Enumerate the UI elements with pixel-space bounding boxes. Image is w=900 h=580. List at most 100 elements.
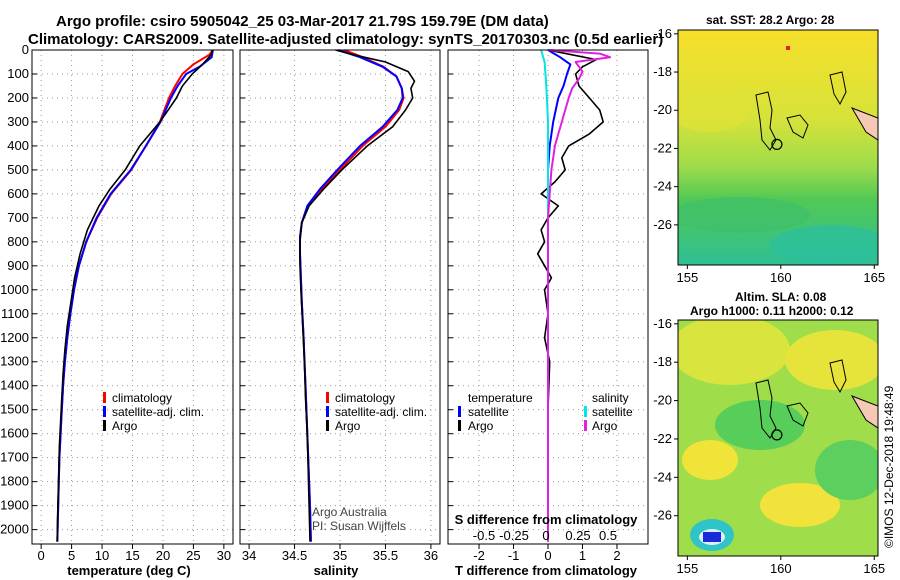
map-y-label--20: -20: [653, 393, 672, 408]
s-tick-label-0.25: 0.25: [565, 528, 590, 543]
x-tick-label-2: 2: [613, 548, 620, 563]
legend-swatch-satellite: [103, 406, 106, 417]
reef-outline: [786, 114, 809, 139]
map-x-label-155: 155: [676, 561, 698, 576]
temperature-x-ticks: 0 5 10 15 20 25 30: [38, 544, 231, 563]
difference-x-ticks: -2 -1 0 1 2: [473, 544, 621, 563]
sst-map: -16 -18 -20 -22 -24 -26 155 160 165: [653, 26, 885, 285]
sla-low-patch: [815, 440, 878, 500]
legend-swatch-satellite: [326, 406, 329, 417]
salinity-grid: [240, 49, 440, 544]
difference-legend-salinity: salinity satellite Argo: [584, 391, 633, 433]
depth-label-1400: 1400: [0, 378, 29, 393]
sla-map-frame: [677, 319, 879, 557]
x-tick-label-20: 20: [156, 548, 170, 563]
map-y-label--24: -24: [653, 179, 672, 194]
legend-swatch-argo: [326, 420, 329, 431]
sla-minimum: [703, 532, 721, 542]
map-x-label-165: 165: [863, 270, 885, 285]
series-line-climatology: [299, 49, 405, 542]
depth-label-1200: 1200: [0, 330, 29, 345]
salinity-x-ticks: 34 34.5 35 35.5 36: [242, 544, 438, 563]
legend-swatch-s-satellite: [584, 406, 587, 417]
map-x-label-160: 160: [770, 270, 792, 285]
s-tick-label--0.5: -0.5: [473, 528, 495, 543]
depth-label-1500: 1500: [0, 402, 29, 417]
map-y-label--16: -16: [653, 26, 672, 41]
legend-label-s-satellite: satellite: [592, 405, 633, 419]
salinity-lines: [299, 49, 416, 542]
x-tick-label-0: 0: [38, 548, 45, 563]
legend-label-t-satellite: satellite: [468, 405, 509, 419]
s-tick-label-0.5: 0.5: [599, 528, 617, 543]
figure-title-line1: Argo profile: csiro 5905042_25 03-Mar-20…: [56, 13, 549, 30]
depth-label-2000: 2000: [0, 522, 29, 537]
salinity-legend: climatology satellite-adj. clim. Argo: [326, 391, 427, 433]
legend-swatch-argo: [103, 420, 106, 431]
depth-label-1300: 1300: [0, 354, 29, 369]
x-tick-label--2: -2: [473, 548, 485, 563]
map-y-label--24: -24: [653, 469, 672, 484]
legend-swatch-climatology: [103, 392, 106, 403]
difference-lines: [536, 49, 612, 542]
credit-line2: PI: Susan Wijffels: [312, 519, 406, 533]
legend-label-satellite: satellite-adj. clim.: [335, 405, 427, 419]
reef-outline: [829, 359, 847, 394]
x-tick-label-34: 34: [242, 548, 256, 563]
salinity-difference-ticks: -0.5 -0.25 0 0.25 0.5: [473, 528, 617, 543]
x-tick-label-15: 15: [125, 548, 139, 563]
chesterfield-reef-outline: [755, 379, 777, 439]
map-y-label--26: -26: [653, 508, 672, 523]
x-tick-label-36: 36: [424, 548, 438, 563]
map-y-label--22: -22: [653, 140, 672, 155]
x-tick-label-10: 10: [95, 548, 109, 563]
sst-map-frame: [677, 29, 879, 266]
sla-high-patch: [682, 440, 738, 480]
depth-label-700: 700: [7, 210, 29, 225]
legend-header-temperature: temperature: [468, 391, 533, 405]
s-tick-label--0.25: -0.25: [499, 528, 529, 543]
sla-high-patch: [760, 483, 840, 527]
x-tick-label-35: 35: [333, 548, 347, 563]
legend-swatch-s-argo: [584, 420, 587, 431]
salinity-frame: [239, 49, 441, 545]
depth-label-1600: 1600: [0, 426, 29, 441]
legend-label-satellite: satellite-adj. clim.: [112, 405, 204, 419]
salinity-panel: 34 34.5 35 35.5 36 salinity climatology sate…: [239, 49, 441, 578]
depth-label-1000: 1000: [0, 282, 29, 297]
temperature-frame: [31, 49, 234, 545]
series-line-climatology: [56, 49, 214, 542]
imos-timestamp: ©IMOS 12-Dec-2018 19:48:49: [882, 385, 896, 548]
depth-label-500: 500: [7, 162, 29, 177]
t-difference-axis-label: T difference from climatology: [455, 563, 638, 578]
legend-label-argo: Argo: [335, 419, 361, 433]
difference-panel: -2 -1 0 1 2 -0.5 -0.25 0 0.25 0.5 S difference f…: [447, 49, 649, 578]
sla-map-title-line1: Altim. SLA: 0.08: [735, 290, 827, 304]
sla-map: -16 -18 -20 -22 -24 -26 155 160 165: [653, 316, 885, 576]
temperature-panel: 0 5 10 15 20 25 30 temperature (deg C) climato…: [31, 49, 234, 578]
depth-label-0: 0: [22, 42, 29, 57]
depth-label-300: 300: [7, 114, 29, 129]
reef-outline: [829, 71, 847, 106]
figure-title-line2: Climatology: CARS2009. Satellite-adjuste…: [28, 31, 663, 48]
depth-label-400: 400: [7, 138, 29, 153]
sst-map-ticks: -16 -18 -20 -22 -24 -26 155 160 165: [653, 26, 885, 285]
sst-warm-pixel: [786, 46, 790, 50]
depth-label-1800: 1800: [0, 474, 29, 489]
sst-map-title: sat. SST: 28.2 Argo: 28: [706, 13, 835, 27]
x-tick-label-30: 30: [217, 548, 231, 563]
legend-label-s-argo: Argo: [592, 419, 618, 433]
sla-low-patch: [715, 400, 805, 450]
new-caledonia-land: [850, 395, 878, 429]
sst-warm-patch: [678, 88, 750, 132]
depth-axis-labels: 0 100 200 300 400 500 600 700 800 900 1000 1100 1200…: [0, 42, 29, 537]
map-x-label-160: 160: [770, 561, 792, 576]
depth-label-800: 800: [7, 234, 29, 249]
map-y-label--18: -18: [653, 354, 672, 369]
series-line-s-argo: [547, 49, 612, 542]
credit-line1: Argo Australia: [312, 505, 387, 519]
temperature-axis-label: temperature (deg C): [67, 563, 191, 578]
map-y-label--16: -16: [653, 316, 672, 331]
x-tick-label-0: 0: [544, 548, 551, 563]
